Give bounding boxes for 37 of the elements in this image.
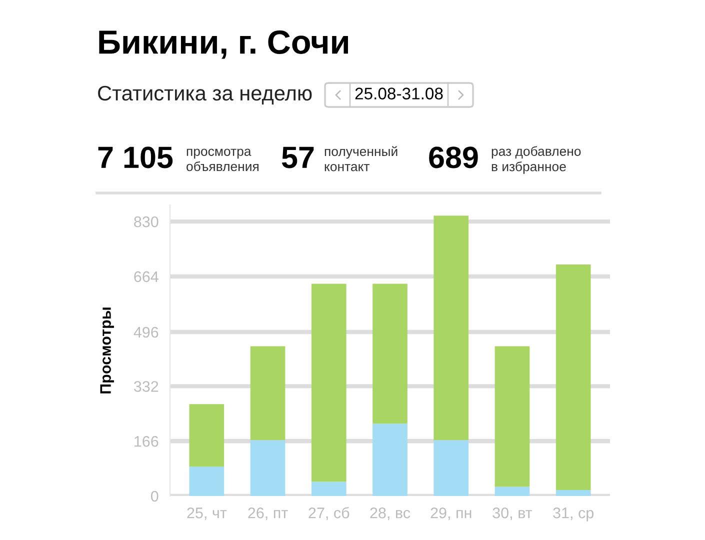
x-tick-label: 25, чт xyxy=(187,508,227,520)
bar xyxy=(311,284,346,482)
y-tick-label: 332 xyxy=(134,381,158,392)
bar xyxy=(372,284,408,424)
x-tick-label: 30, вт xyxy=(492,508,532,520)
x-tick-label: 29, пн xyxy=(430,508,472,520)
x-tick-label: 26, пт xyxy=(248,508,288,520)
bar xyxy=(189,466,224,496)
bar xyxy=(372,424,408,496)
bar xyxy=(250,346,286,440)
y-tick-label: 830 xyxy=(134,216,158,228)
bar xyxy=(556,490,591,496)
bar xyxy=(434,216,469,440)
x-tick-label: 28, вс xyxy=(370,508,410,520)
text: 7 105 xyxy=(98,146,173,168)
text: 25.08-31.08 xyxy=(355,88,443,100)
bar xyxy=(250,440,286,496)
bar xyxy=(189,404,224,467)
y-tick-label: 0 xyxy=(150,490,158,502)
text: раз добавлено в избранное xyxy=(492,146,581,174)
y-tick-label: 166 xyxy=(134,436,158,447)
x-tick-label: 27, сб xyxy=(308,506,350,520)
bar xyxy=(494,486,530,496)
bar xyxy=(556,264,591,490)
text: просмотра объявления xyxy=(186,148,258,172)
text: 57 xyxy=(282,146,314,168)
text: полученный контакт xyxy=(324,146,398,172)
y-tick-label: 664 xyxy=(134,271,158,282)
chart-subtitle: Статистика за неделю xyxy=(98,86,312,105)
chart-title: Бикини, г. Сочи xyxy=(99,30,348,59)
x-tick-label: 31, ср xyxy=(553,508,594,522)
y-axis-title: Просмотры xyxy=(100,308,114,394)
y-tick-label: 496 xyxy=(134,326,158,338)
bar xyxy=(434,440,469,496)
text: 689 xyxy=(429,146,478,168)
bar xyxy=(311,482,346,496)
bar xyxy=(494,346,530,487)
